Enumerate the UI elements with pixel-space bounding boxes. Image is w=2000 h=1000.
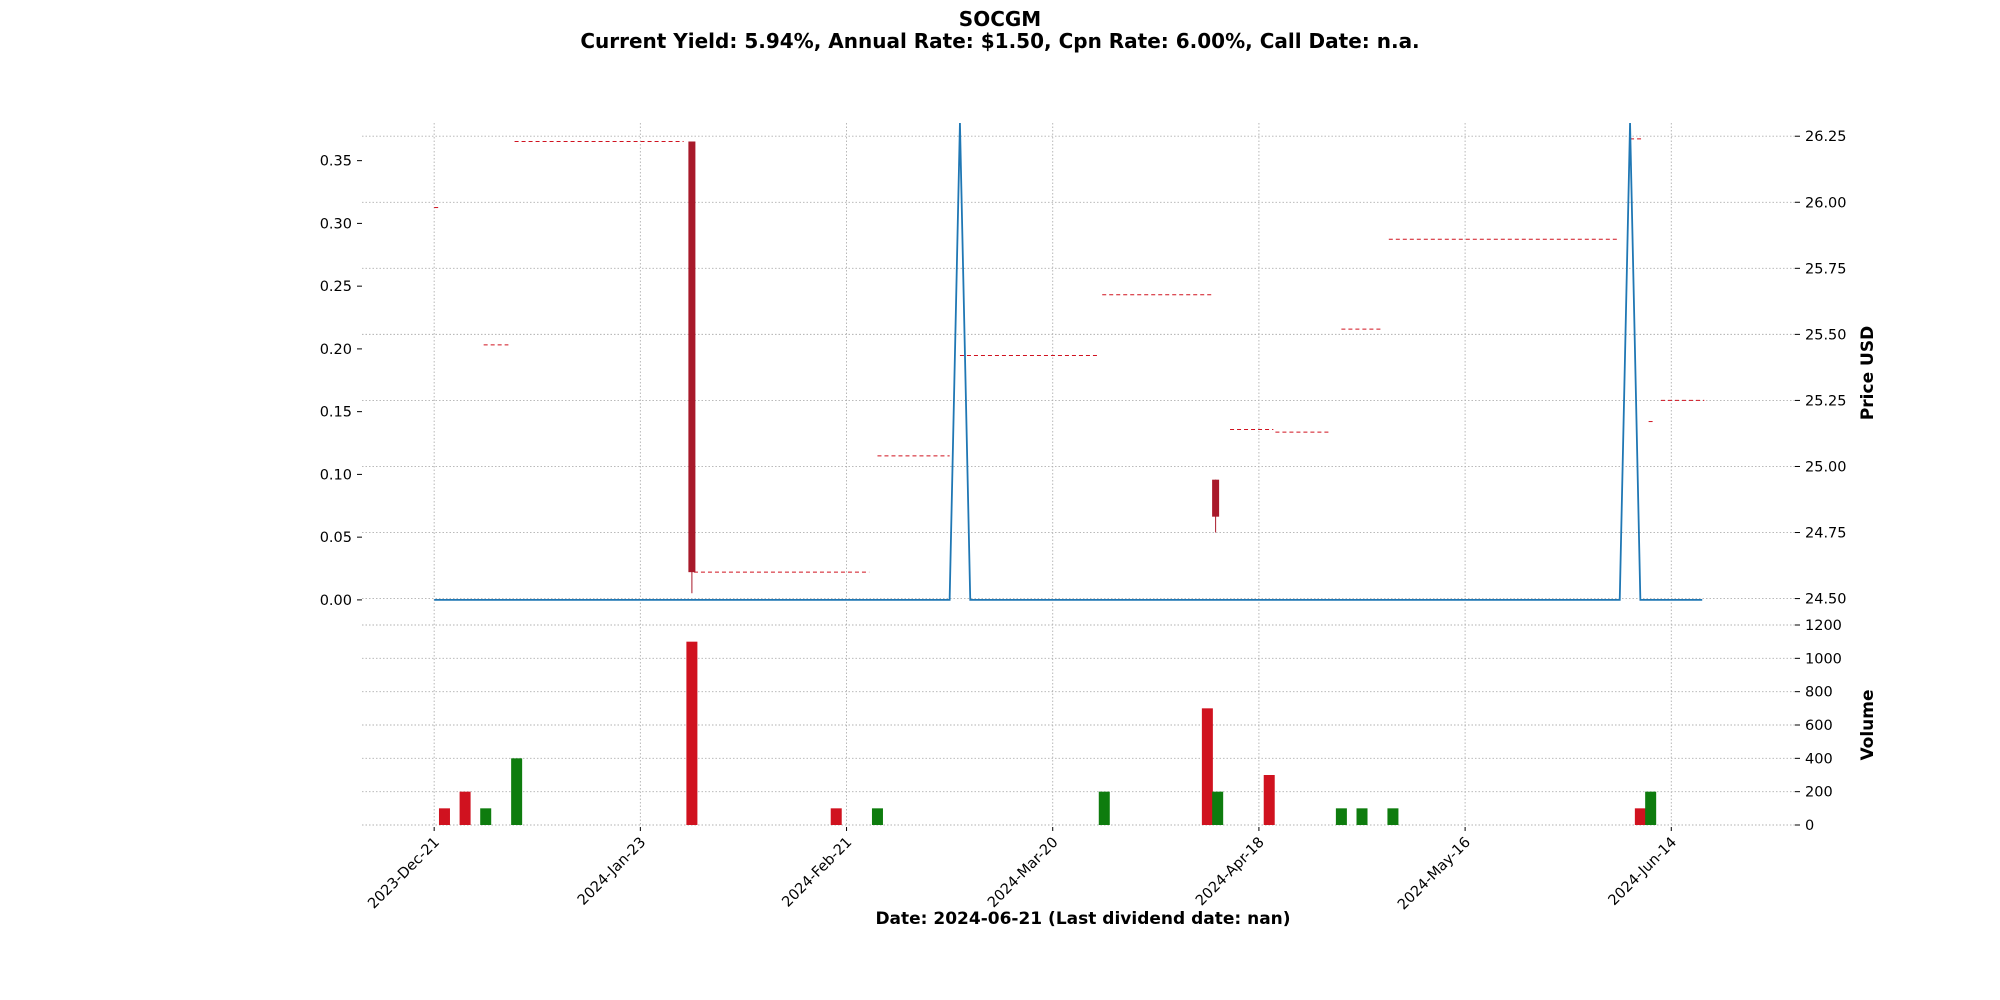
volume-bar [1356, 808, 1368, 825]
grid [362, 123, 1795, 826]
price-panel [434, 122, 1705, 601]
volume-tick-label: 800 [1805, 685, 1833, 701]
volume-tick-label: 1000 [1805, 651, 1842, 667]
dividend-line [434, 122, 1703, 601]
volume-bar [871, 808, 883, 825]
volume-bar [459, 791, 471, 825]
volume-axis-label: Volume [1858, 689, 1878, 760]
volume-panel [438, 641, 1657, 825]
volume-tick-label: 600 [1805, 718, 1833, 734]
price-tick-label: 24.50 [1805, 592, 1847, 608]
volume-tick-label: 400 [1805, 751, 1833, 767]
x-tick-label: 2024-Jun-14 [1606, 835, 1680, 909]
left-tick-label: 0.05 [320, 530, 352, 546]
volume-bar [686, 641, 698, 825]
x-tick-label: 2024-Feb-21 [779, 835, 855, 911]
left-tick-label: 0.00 [320, 593, 352, 609]
left-tick-label: 0.25 [320, 279, 352, 295]
chart-subtitle: Current Yield: 5.94%, Annual Rate: $1.50… [580, 29, 1419, 53]
volume-bar [1201, 708, 1213, 825]
price-tick-label: 24.75 [1805, 526, 1847, 542]
left-tick-label: 0.10 [320, 467, 352, 483]
volume-bar [1098, 791, 1110, 825]
x-axis-label: Date: 2024-06-21 (Last dividend date: na… [875, 909, 1290, 929]
candle-body [688, 141, 696, 573]
price-tick-label: 25.00 [1805, 459, 1847, 475]
candle-body [1212, 479, 1220, 517]
left-tick-label: 0.15 [320, 405, 352, 421]
price-tick-label: 25.25 [1805, 393, 1847, 409]
volume-tick-label: 1200 [1805, 618, 1842, 634]
x-tick-label: 2024-Mar-20 [985, 835, 1062, 912]
volume-bar [511, 758, 523, 825]
volume-bar [1645, 791, 1657, 825]
axes: 2023-Dec-21 2024-Jan-23 2024-Feb-21 2024-Ma… [320, 129, 1847, 913]
x-tick-label: 2024-May-16 [1395, 835, 1474, 914]
volume-bar [1335, 808, 1347, 825]
volume-bar [438, 808, 450, 825]
price-axis-label: Price USD [1858, 326, 1878, 420]
volume-bar [1212, 791, 1224, 825]
volume-bar [1634, 808, 1646, 825]
x-tick-label: 2024-Apr-18 [1193, 835, 1268, 910]
volume-tick-label: 0 [1805, 818, 1814, 834]
x-tick-label: 2023-Dec-21 [365, 835, 443, 913]
left-tick-label: 0.30 [320, 216, 352, 232]
volume-tick-label: 200 [1805, 785, 1833, 801]
left-tick-label: 0.35 [320, 154, 352, 170]
volume-bar [1263, 775, 1275, 825]
volume-bar [480, 808, 492, 825]
chart-title: SOCGM [959, 7, 1041, 31]
price-tick-label: 26.25 [1805, 129, 1847, 145]
price-tick-label: 25.50 [1805, 327, 1847, 343]
volume-bar [1387, 808, 1399, 825]
x-tick-label: 2024-Jan-23 [575, 835, 649, 909]
left-tick-label: 0.20 [320, 342, 352, 358]
volume-bar [830, 808, 842, 825]
price-tick-label: 26.00 [1805, 195, 1847, 211]
price-tick-label: 25.75 [1805, 261, 1847, 277]
